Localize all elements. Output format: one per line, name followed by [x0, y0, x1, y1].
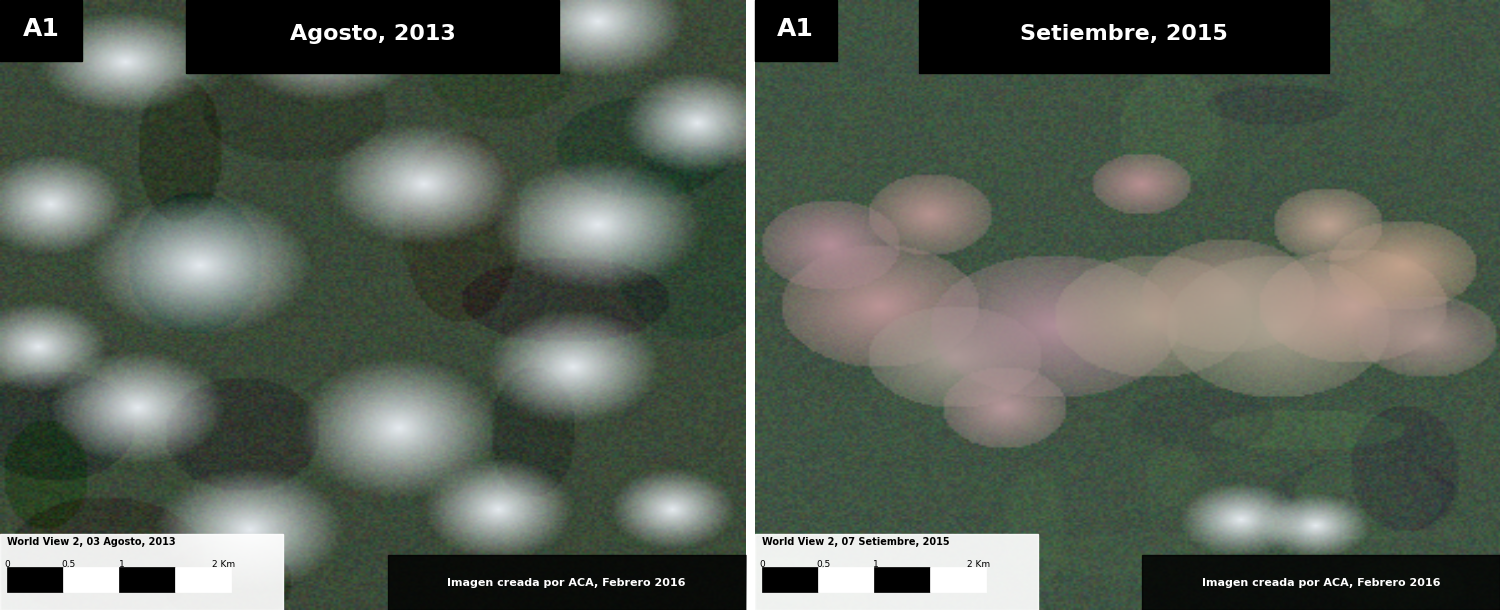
Bar	[874, 567, 930, 592]
Text: Setiembre, 2015: Setiembre, 2015	[1020, 24, 1227, 43]
Text: 1: 1	[873, 560, 879, 569]
Bar	[754, 0, 837, 61]
Bar	[8, 567, 63, 592]
Text: World View 2, 07 Setiembre, 2015: World View 2, 07 Setiembre, 2015	[762, 537, 950, 547]
Text: 0,5: 0,5	[816, 560, 830, 569]
Text: 0,5: 0,5	[62, 560, 75, 569]
Bar	[762, 567, 818, 592]
Bar	[120, 567, 176, 592]
Text: 1: 1	[118, 560, 124, 569]
Bar	[930, 567, 986, 592]
Bar	[1142, 555, 1500, 610]
Bar	[0, 0, 82, 61]
Text: 0: 0	[4, 560, 10, 569]
Bar	[818, 567, 874, 592]
Text: A1: A1	[22, 16, 60, 41]
Bar	[387, 555, 746, 610]
Text: 2 Km: 2 Km	[211, 560, 236, 569]
Bar	[186, 0, 560, 73]
Text: World View 2, 03 Agosto, 2013: World View 2, 03 Agosto, 2013	[8, 537, 176, 547]
Text: 0: 0	[759, 560, 765, 569]
Text: A1: A1	[777, 16, 814, 41]
Bar	[754, 534, 1038, 610]
Bar	[176, 567, 231, 592]
Bar	[63, 567, 120, 592]
Text: Agosto, 2013: Agosto, 2013	[290, 24, 456, 43]
Bar	[0, 534, 284, 610]
Text: Imagen creada por ACA, Febrero 2016: Imagen creada por ACA, Febrero 2016	[447, 578, 686, 587]
Text: 2 Km: 2 Km	[966, 560, 990, 569]
Bar	[918, 0, 1329, 73]
Text: Imagen creada por ACA, Febrero 2016: Imagen creada por ACA, Febrero 2016	[1202, 578, 1440, 587]
